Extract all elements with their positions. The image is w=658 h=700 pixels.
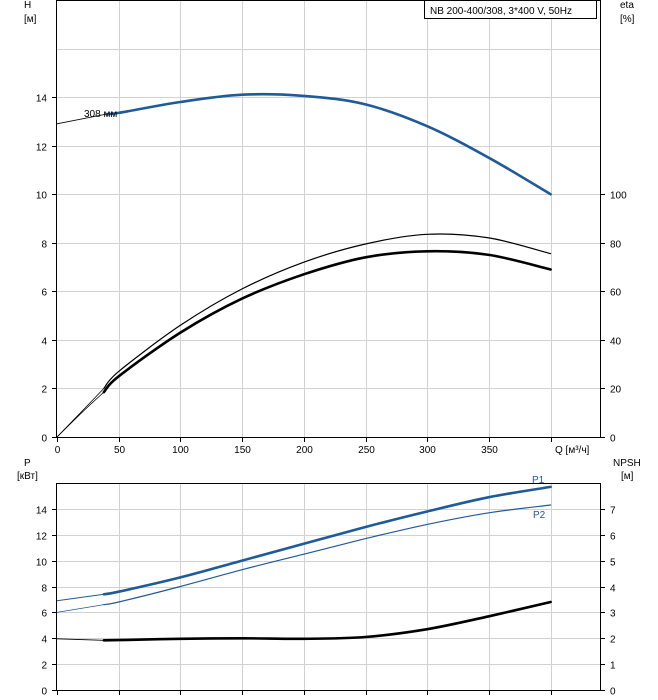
- impeller-diameter-label: 308 мм: [84, 109, 117, 120]
- right-tick-label: 20: [610, 385, 622, 396]
- legend-box: [424, 0, 597, 19]
- left-tick-label: 8: [41, 584, 47, 595]
- x-tick-label: 50: [114, 445, 126, 456]
- x-tick-label: 150: [234, 445, 251, 456]
- series-npsh: [102, 600, 552, 642]
- head-efficiency-panel: 0 2 4 6 8 10 12 14 0 20 40 60 80 100 0 50 100 150 200 250…: [24, 0, 635, 456]
- x-tick-label: 200: [296, 445, 313, 456]
- left-tick-label: 2: [41, 385, 47, 396]
- left-tick-label: 6: [41, 609, 47, 620]
- power-axis-label: P: [24, 458, 31, 469]
- bottom-x-ticks: [57, 690, 552, 695]
- series-eta_ext2: [56, 388, 105, 438]
- top-grid: [57, 0, 600, 437]
- head-axis-label: H: [24, 0, 31, 11]
- x-tick-label: 100: [172, 445, 189, 456]
- series-p2: [103, 504, 552, 606]
- x-tick-label: 250: [358, 445, 375, 456]
- left-tick-label: 10: [36, 191, 48, 202]
- head-axis-unit: [м]: [24, 14, 37, 25]
- series-head_ext: [56, 113, 107, 125]
- right-tick-label: 2: [610, 635, 616, 646]
- right-tick-label: 5: [610, 558, 616, 569]
- left-tick-label: 12: [36, 143, 48, 154]
- left-tick-label: 6: [41, 288, 47, 299]
- eta-axis-unit: [%]: [620, 14, 635, 25]
- flow-axis-ticks: 0 50 100 150 200 250 300 350: [55, 437, 552, 456]
- right-tick-label: 3: [610, 609, 616, 620]
- right-tick-label: 60: [610, 288, 622, 299]
- eta-axis-label: eta: [620, 0, 634, 11]
- series-p1_ext: [56, 593, 105, 602]
- right-tick-label: 0: [610, 434, 616, 445]
- series-p1: [102, 485, 552, 596]
- right-tick-label: 6: [610, 532, 616, 543]
- x-tick-label: 0: [55, 445, 61, 456]
- flow-axis-label: Q [м³/ч]: [555, 445, 590, 456]
- left-tick-label: 14: [36, 506, 48, 517]
- left-tick-label: 14: [36, 94, 48, 105]
- top-series: [56, 92, 552, 438]
- series-p2_ext: [56, 604, 105, 613]
- series-npsh_ext: [56, 638, 105, 641]
- right-tick-label: 4: [610, 584, 616, 595]
- left-tick-label: 12: [36, 532, 48, 543]
- left-tick-label: 8: [41, 240, 47, 251]
- left-tick-label: 0: [41, 687, 47, 698]
- right-tick-label: 1: [610, 661, 616, 672]
- right-tick-label: 100: [610, 191, 627, 202]
- head-axis-ticks: 0 2 4 6 8 10 12 14: [36, 94, 57, 445]
- right-tick-label: 0: [610, 687, 616, 698]
- x-tick-label: 300: [419, 445, 436, 456]
- series-eta_pump: [102, 249, 552, 394]
- eta-axis-ticks: 0 20 40 60 80 100: [600, 191, 627, 445]
- left-tick-label: 2: [41, 661, 47, 672]
- left-tick-label: 4: [41, 635, 47, 646]
- x-tick-label: 350: [481, 445, 498, 456]
- left-tick-label: 0: [41, 434, 47, 445]
- top-frame: [56, 0, 601, 438]
- series-eta_total: [103, 233, 552, 389]
- right-tick-label: 40: [610, 337, 622, 348]
- p1-series-label: P1: [532, 475, 545, 486]
- npsh-axis-label: NPSH: [613, 458, 641, 469]
- power-axis-ticks: 0 2 4 6 8 10 12 14: [36, 506, 57, 698]
- right-tick-label: 7: [610, 506, 616, 517]
- npsh-axis-ticks: 0 1 2 3 4 5 6 7: [600, 506, 616, 698]
- npsh-axis-unit: [м]: [621, 471, 634, 482]
- legend-text: NB 200-400/308, 3*400 V, 50Hz: [430, 6, 572, 17]
- right-tick-label: 80: [610, 240, 622, 251]
- left-tick-label: 4: [41, 337, 47, 348]
- left-tick-label: 10: [36, 558, 48, 569]
- p2-series-label: P2: [533, 510, 546, 521]
- bottom-series: [56, 485, 552, 642]
- power-axis-unit: [кВт]: [17, 471, 38, 482]
- series-head: [105, 92, 552, 196]
